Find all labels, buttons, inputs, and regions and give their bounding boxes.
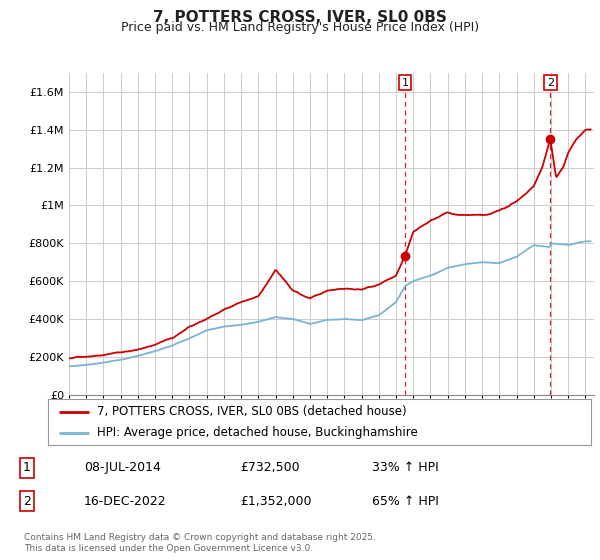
Text: 16-DEC-2022: 16-DEC-2022: [84, 494, 167, 508]
Text: 65% ↑ HPI: 65% ↑ HPI: [372, 494, 439, 508]
Text: 1: 1: [401, 78, 409, 87]
Text: 7, POTTERS CROSS, IVER, SL0 0BS (detached house): 7, POTTERS CROSS, IVER, SL0 0BS (detache…: [97, 405, 406, 418]
Text: 7, POTTERS CROSS, IVER, SL0 0BS: 7, POTTERS CROSS, IVER, SL0 0BS: [153, 10, 447, 25]
Text: 33% ↑ HPI: 33% ↑ HPI: [372, 461, 439, 474]
Text: 08-JUL-2014: 08-JUL-2014: [84, 461, 161, 474]
Text: 2: 2: [23, 494, 31, 508]
Text: £732,500: £732,500: [240, 461, 299, 474]
Text: 2: 2: [547, 78, 554, 87]
Text: £1,352,000: £1,352,000: [240, 494, 311, 508]
Text: HPI: Average price, detached house, Buckinghamshire: HPI: Average price, detached house, Buck…: [97, 426, 418, 439]
Text: Price paid vs. HM Land Registry's House Price Index (HPI): Price paid vs. HM Land Registry's House …: [121, 21, 479, 34]
Text: Contains HM Land Registry data © Crown copyright and database right 2025.
This d: Contains HM Land Registry data © Crown c…: [24, 533, 376, 553]
Text: 1: 1: [23, 461, 31, 474]
